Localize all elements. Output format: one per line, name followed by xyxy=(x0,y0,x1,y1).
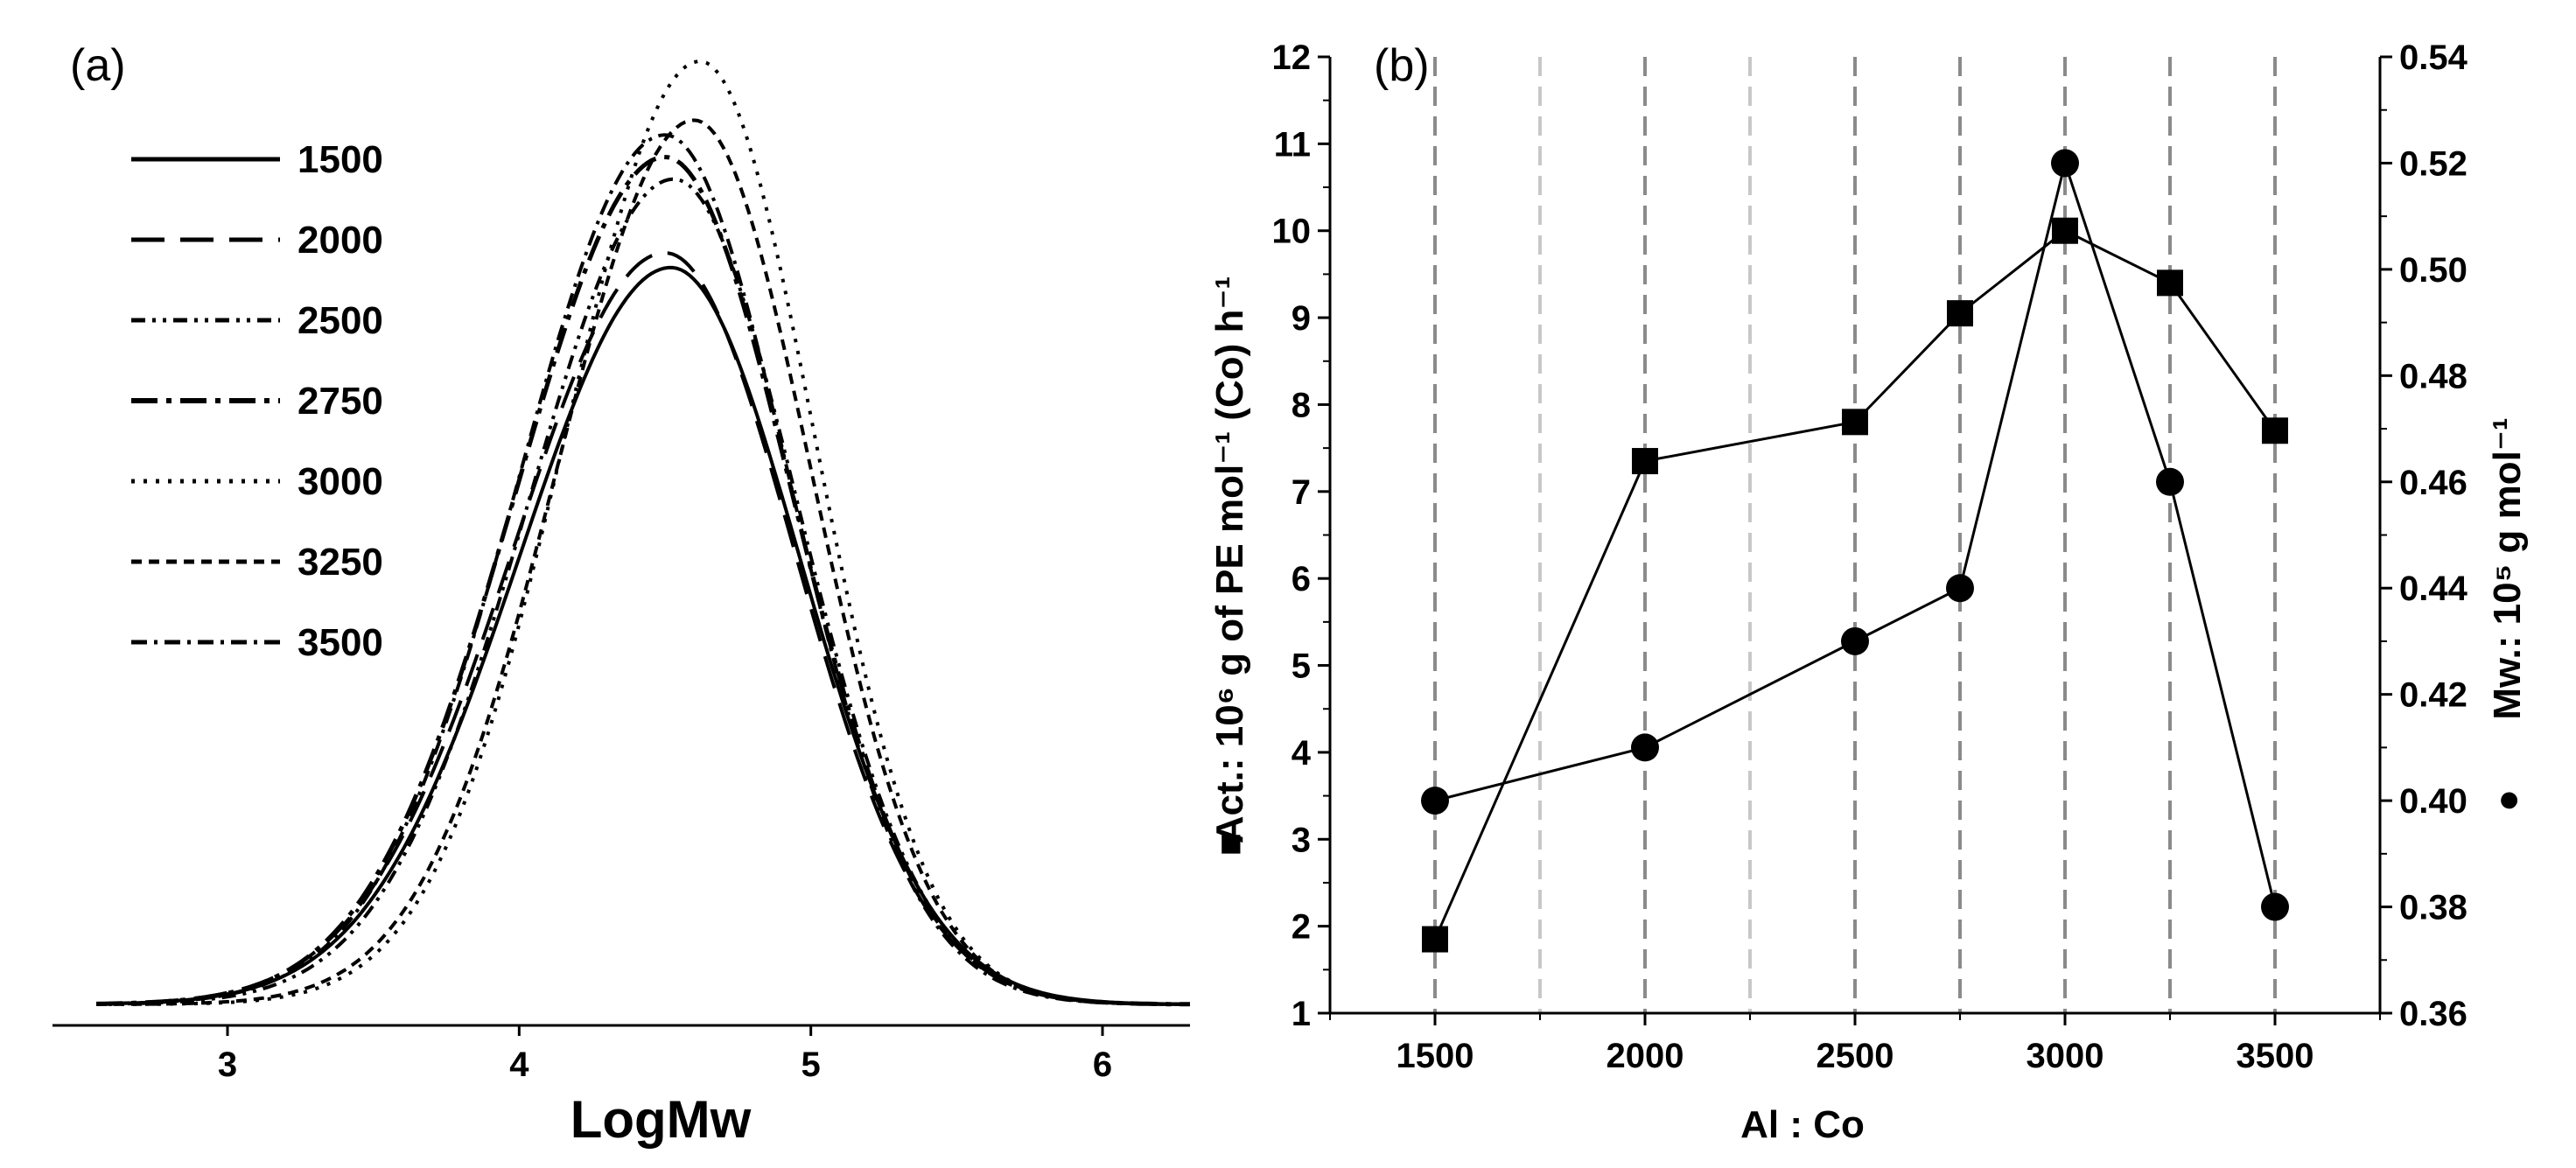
panel-b-left-tick-label: 6 xyxy=(1292,560,1311,598)
panel-a-legend-label: 3500 xyxy=(298,621,383,664)
panel-b-right-tick-label: 0.38 xyxy=(2399,889,2468,927)
panel-b-x-tick-label: 3000 xyxy=(2026,1037,2104,1075)
panel-a-legend-label: 2000 xyxy=(298,219,383,262)
panel-b-activity-marker xyxy=(1842,409,1868,436)
panel-a-label: (a) xyxy=(70,40,126,91)
panel-b-mw-marker xyxy=(2051,149,2079,178)
panel-a-curves xyxy=(95,59,1190,1007)
panel-b-ylabel-left-symbol: ■ xyxy=(1208,833,1251,857)
panel-b-right-tick-label: 0.52 xyxy=(2399,144,2468,183)
panel-b-activity-marker xyxy=(2052,217,2078,244)
panel-b-x-tick-label: 2500 xyxy=(1816,1037,1894,1075)
panel-a-curve-3250 xyxy=(96,118,1190,1006)
panel-b-mw-marker xyxy=(2261,892,2289,921)
panel-b-right-tick-label: 0.50 xyxy=(2399,251,2468,290)
panel-b-label: (b) xyxy=(1374,40,1430,91)
panel-b-left-tick-label: 4 xyxy=(1292,734,1312,773)
panel-a-curve-3000 xyxy=(96,59,1190,1006)
panel-b-activity-marker xyxy=(2157,269,2183,297)
panel-b-left-tick-label: 2 xyxy=(1292,908,1311,947)
panel-b-mw-marker xyxy=(1946,574,1974,603)
panel-a-curve-2000 xyxy=(96,250,1190,1006)
panel-b-left-tick-label: 1 xyxy=(1292,995,1311,1033)
panel-b-left-tick-label: 11 xyxy=(1274,125,1311,164)
panel-b-ylabel-left-group: ■ Act.: 10⁶ g of PE mol⁻¹ (Co) h⁻¹ xyxy=(1208,276,1251,857)
panel-b-x-tick-label: 2000 xyxy=(1606,1037,1684,1075)
panel-b-right-tick-label: 0.42 xyxy=(2399,676,2468,715)
panel-b-x-tick-label: 1500 xyxy=(1396,1037,1474,1075)
panel-a-x-tick-label: 6 xyxy=(1093,1046,1112,1084)
panel-b-right-tick-label: 0.44 xyxy=(2399,570,2468,608)
panel-b-series xyxy=(1421,149,2289,953)
panel-a-xlabel: LogMw xyxy=(570,1090,752,1149)
panel-a-curve-1500 xyxy=(95,265,1190,1006)
panel-a-x-axis: 3 4 5 6 xyxy=(52,1024,1190,1084)
panel-b-activity-marker xyxy=(1422,926,1448,953)
panel-b-ylabel-left: Act.: 10⁶ g of PE mol⁻¹ (Co) h⁻¹ xyxy=(1208,276,1251,843)
panel-a: (a) 3 4 5 6 1500 2000 2500 2750 3000 3250 3500 Lo… xyxy=(52,40,1190,1149)
panel-b-left-tick-label: 3 xyxy=(1292,821,1311,859)
panel-b-mw-marker xyxy=(1841,626,1869,655)
panel-b-x-tick-label: 3500 xyxy=(2236,1037,2314,1075)
panel-b-ylabel-right: Mw.: 10⁵ g mol⁻¹ xyxy=(2486,417,2529,719)
panel-b-right-tick-label: 0.40 xyxy=(2399,782,2468,821)
panel-b-activity-marker xyxy=(1947,300,1973,327)
panel-b-activity-marker xyxy=(2262,417,2288,444)
panel-a-x-tick-label: 5 xyxy=(802,1046,821,1084)
panel-b-mw-marker xyxy=(1631,733,1659,762)
panel-a-legend-label: 2500 xyxy=(298,299,383,342)
panel-b: (b) 1234567891011120.360.380.400.420.440… xyxy=(1208,38,2529,1146)
panel-b-right-tick-label: 0.48 xyxy=(2399,357,2468,395)
panel-b-mw-marker xyxy=(2156,467,2184,496)
panel-b-right-tick-label: 0.46 xyxy=(2399,464,2468,502)
panel-a-legend-label: 3000 xyxy=(298,460,383,503)
panel-b-ylabel-right-group: ● Mw.: 10⁵ g mol⁻¹ xyxy=(2486,417,2529,812)
panel-a-curve-3500 xyxy=(95,133,1190,1006)
panel-b-activity-marker xyxy=(1632,448,1658,475)
panel-a-legend: 1500 2000 2500 2750 3000 3250 3500 xyxy=(131,138,383,664)
panel-b-xlabel: Al : Co xyxy=(1740,1103,1865,1146)
panel-b-right-tick-label: 0.54 xyxy=(2399,38,2468,77)
panel-a-curve-2750 xyxy=(95,154,1190,1007)
panel-a-curve-2500 xyxy=(96,177,1190,1006)
panel-b-axes: 1234567891011120.360.380.400.420.440.460… xyxy=(1272,38,2468,1075)
panel-a-x-tick-label: 4 xyxy=(509,1046,529,1084)
panel-b-left-tick-label: 7 xyxy=(1292,473,1311,512)
panel-b-right-tick-label: 0.36 xyxy=(2399,995,2468,1033)
panel-a-legend-label: 1500 xyxy=(298,138,383,181)
panel-b-left-tick-label: 9 xyxy=(1292,299,1311,338)
panel-b-left-tick-label: 10 xyxy=(1272,213,1312,251)
panel-b-ylabel-right-symbol: ● xyxy=(2486,789,2529,813)
panel-b-mw-marker xyxy=(1421,787,1449,815)
panel-b-gridlines xyxy=(1433,57,2277,1013)
panel-a-x-tick-label: 3 xyxy=(218,1046,237,1084)
panel-a-legend-label: 3250 xyxy=(298,541,383,584)
panel-b-left-tick-label: 5 xyxy=(1292,647,1311,686)
panel-b-left-tick-label: 8 xyxy=(1292,386,1311,424)
panel-a-legend-label: 2750 xyxy=(298,380,383,423)
panel-b-left-tick-label: 12 xyxy=(1272,38,1312,77)
